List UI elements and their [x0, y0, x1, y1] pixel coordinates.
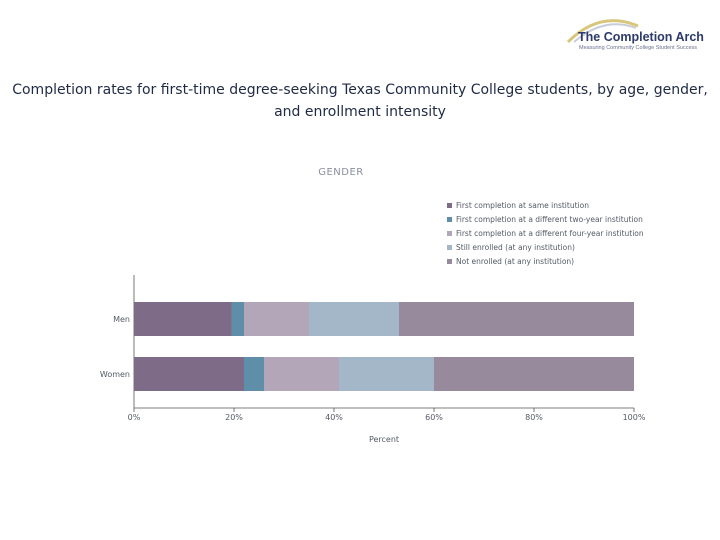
x-tick-label: 40%: [325, 413, 343, 422]
legend-entry: First completion at a different four-yea…: [456, 229, 644, 238]
legend-entry: First completion at same institution: [456, 201, 589, 210]
legend-entry: Still enrolled (at any institution): [456, 243, 575, 252]
bar-segment: [231, 302, 244, 336]
legend-swatch: [447, 217, 452, 222]
x-axis-label: Percent: [369, 435, 399, 444]
chart-title: GENDER: [318, 167, 364, 178]
bar-segment: [339, 357, 434, 391]
bar-segment: [399, 302, 634, 336]
bar-segment: [244, 302, 309, 336]
bar-segment: [244, 357, 264, 391]
x-tick-label: 0%: [128, 413, 141, 422]
x-tick-label: 60%: [425, 413, 443, 422]
logo: The Completion Arch Measuring Community …: [560, 12, 710, 56]
legend-swatch: [447, 259, 452, 264]
legend-swatch: [447, 203, 452, 208]
category-label: Women: [100, 370, 130, 379]
x-tick-label: 80%: [525, 413, 543, 422]
legend-entry: Not enrolled (at any institution): [456, 257, 574, 266]
page-title: Completion rates for first-time degree-s…: [12, 82, 708, 120]
x-tick-label: 20%: [225, 413, 243, 422]
legend-swatch: [447, 245, 452, 250]
bar-segment: [434, 357, 634, 391]
logo-tagline: Measuring Community College Student Succ…: [579, 45, 698, 51]
category-label: Men: [113, 315, 130, 324]
x-tick-label: 100%: [623, 413, 646, 422]
bar-segment: [134, 302, 232, 336]
bar-segment: [264, 357, 339, 391]
logo-title: The Completion Arch: [578, 30, 704, 44]
arch-icon: [566, 19, 639, 44]
legend-swatch: [447, 231, 452, 236]
stacked-bar-chart: GENDER First completion at same instituti…: [100, 167, 646, 444]
bar-segment: [134, 357, 244, 391]
bar-segment: [309, 302, 399, 336]
legend-entry: First completion at a different two-year…: [456, 215, 643, 224]
